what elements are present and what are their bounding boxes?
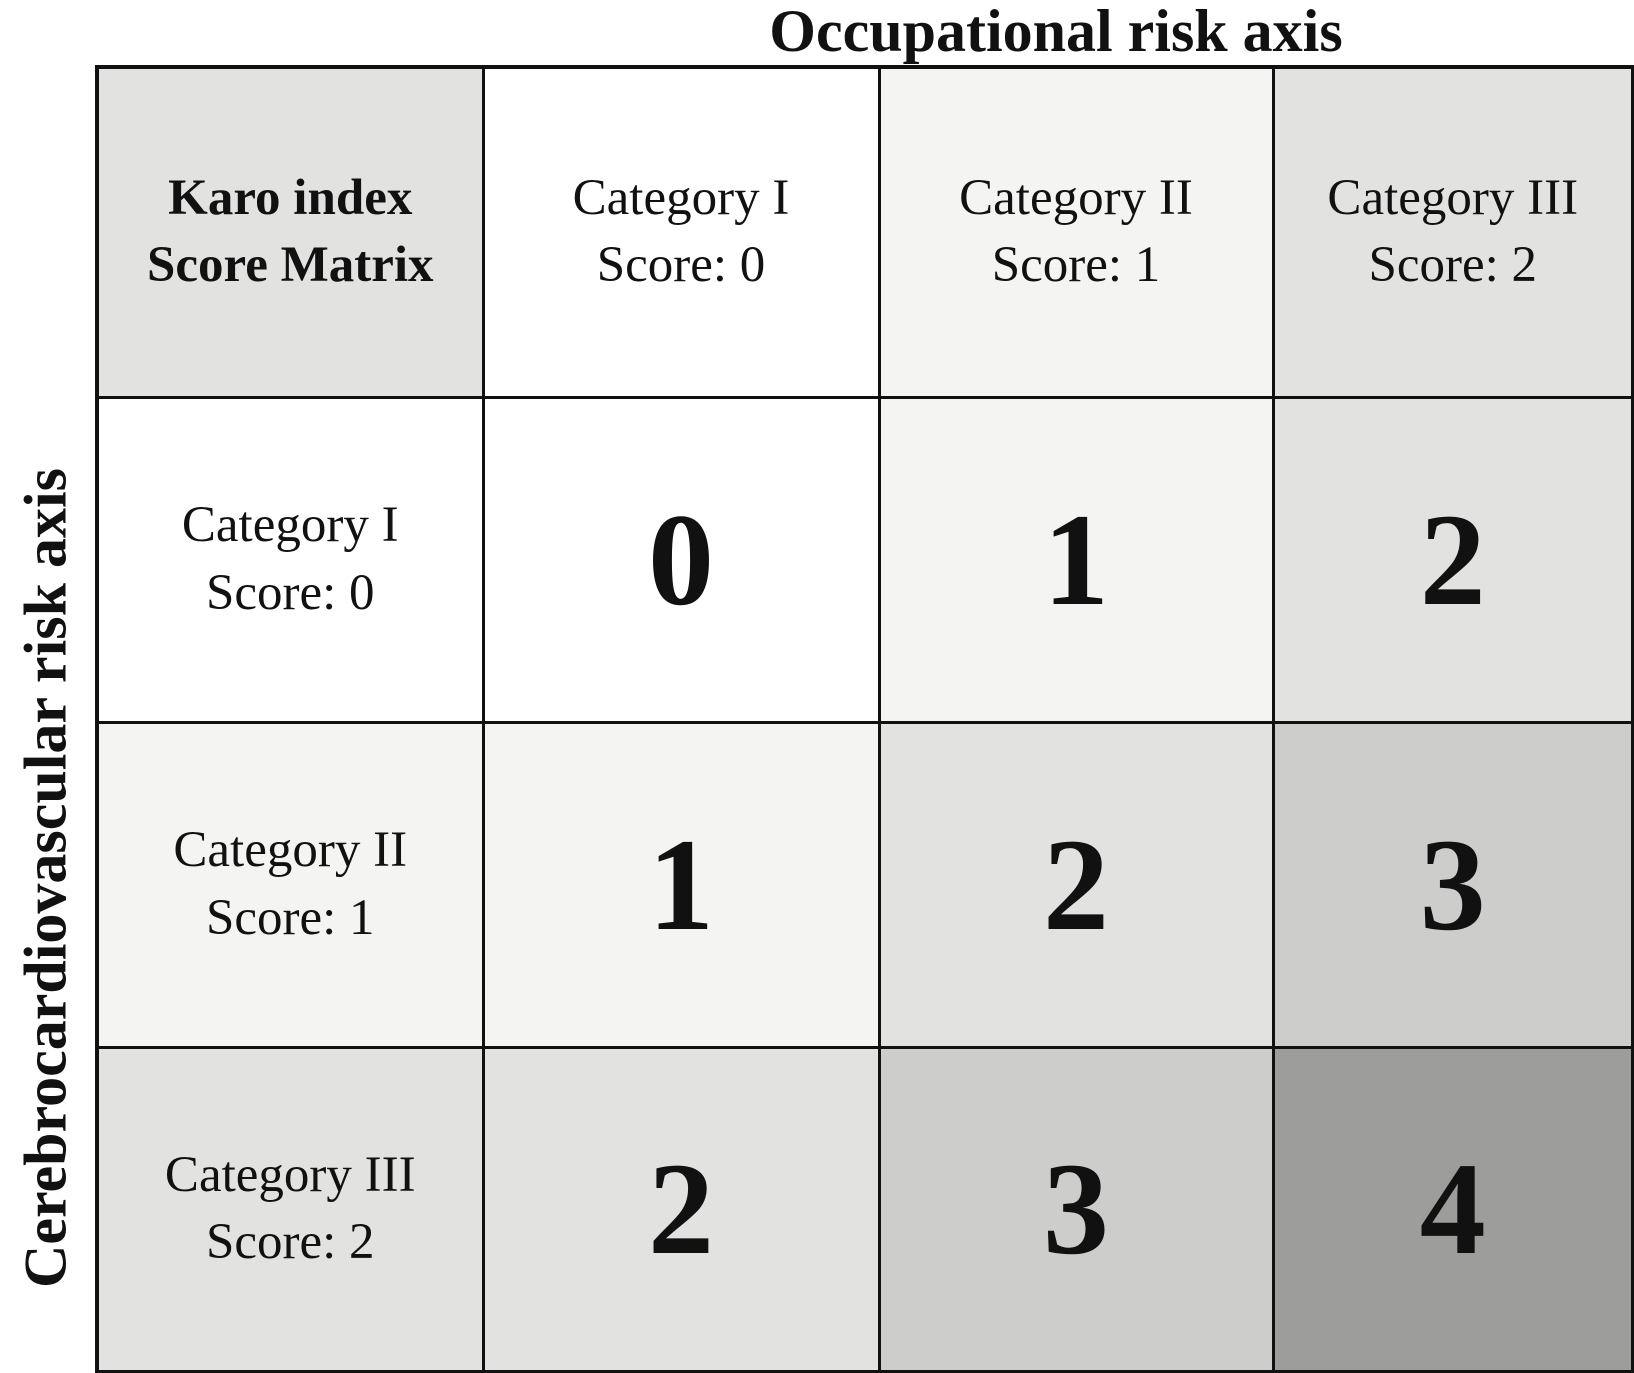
score-cell-r3c1: 2 [481,1045,881,1373]
matrix-row-1: Category I Score: 0 0 1 2 [95,395,1634,724]
column-2-score: Score: 1 [991,237,1161,294]
row-header-category-3: Category III Score: 2 [95,1045,485,1373]
row-3-score: Score: 2 [205,1214,375,1271]
score-cell-r2c2: 2 [877,720,1275,1049]
score-cell-r2c1: 1 [481,720,881,1049]
matrix-row-3: Category III Score: 2 2 3 4 [95,1045,1634,1373]
matrix-header-row: Karo index Score Matrix Category I Score… [95,65,1634,399]
column-header-text: Category II Score: 1 [881,165,1272,300]
score-value: 4 [1419,1135,1486,1283]
score-cell-r2c3: 3 [1271,720,1634,1049]
score-cell-r1c2: 1 [877,395,1275,724]
matrix-title-text: Karo index Score Matrix [99,165,482,300]
column-3-label: Category III [1327,169,1579,226]
row-header-category-2: Category II Score: 1 [95,720,485,1049]
row-2-score: Score: 1 [205,889,375,946]
column-header-text: Category III Score: 2 [1275,165,1632,300]
row-header-text: Category III Score: 2 [99,1142,482,1277]
column-header-text: Category I Score: 0 [485,165,878,300]
row-1-score: Score: 0 [205,564,375,621]
column-header-category-3: Category III Score: 2 [1271,65,1634,399]
score-value: 1 [648,810,714,958]
score-cell-r1c3: 2 [1271,395,1634,724]
column-2-label: Category II [959,169,1193,226]
score-value: 0 [648,485,714,633]
score-value: 1 [1043,485,1109,633]
row-1-label: Category I [181,497,399,554]
matrix-row-2: Category II Score: 1 1 2 3 [95,720,1634,1049]
cerebrocardiovascular-risk-axis-title: Cerebrocardiovascular risk axis [12,468,79,1288]
column-header-category-2: Category II Score: 1 [877,65,1275,399]
row-header-text: Category I Score: 0 [99,492,482,627]
score-value: 3 [1043,1135,1109,1283]
row-2-label: Category II [173,822,408,879]
score-cell-r3c3: 4 [1271,1045,1634,1373]
occupational-risk-axis-title: Occupational risk axis [769,0,1343,64]
score-value: 2 [648,1135,714,1283]
matrix-title-line1: Karo index [168,169,413,226]
score-cell-r3c2: 3 [877,1045,1275,1373]
row-3-label: Category III [164,1146,416,1203]
row-header-text: Category II Score: 1 [99,817,482,952]
column-1-label: Category I [572,169,790,226]
matrix-title-line2: Score Matrix [146,237,434,294]
score-cell-r1c1: 0 [481,395,881,724]
score-value: 2 [1419,485,1486,633]
row-header-category-1: Category I Score: 0 [95,395,485,724]
column-1-score: Score: 0 [596,237,766,294]
score-value: 3 [1419,810,1486,958]
score-value: 2 [1043,810,1109,958]
score-matrix-table: Karo index Score Matrix Category I Score… [95,65,1634,1373]
column-header-category-1: Category I Score: 0 [481,65,881,399]
matrix-title-cell: Karo index Score Matrix [95,65,485,399]
column-3-score: Score: 2 [1368,237,1538,294]
